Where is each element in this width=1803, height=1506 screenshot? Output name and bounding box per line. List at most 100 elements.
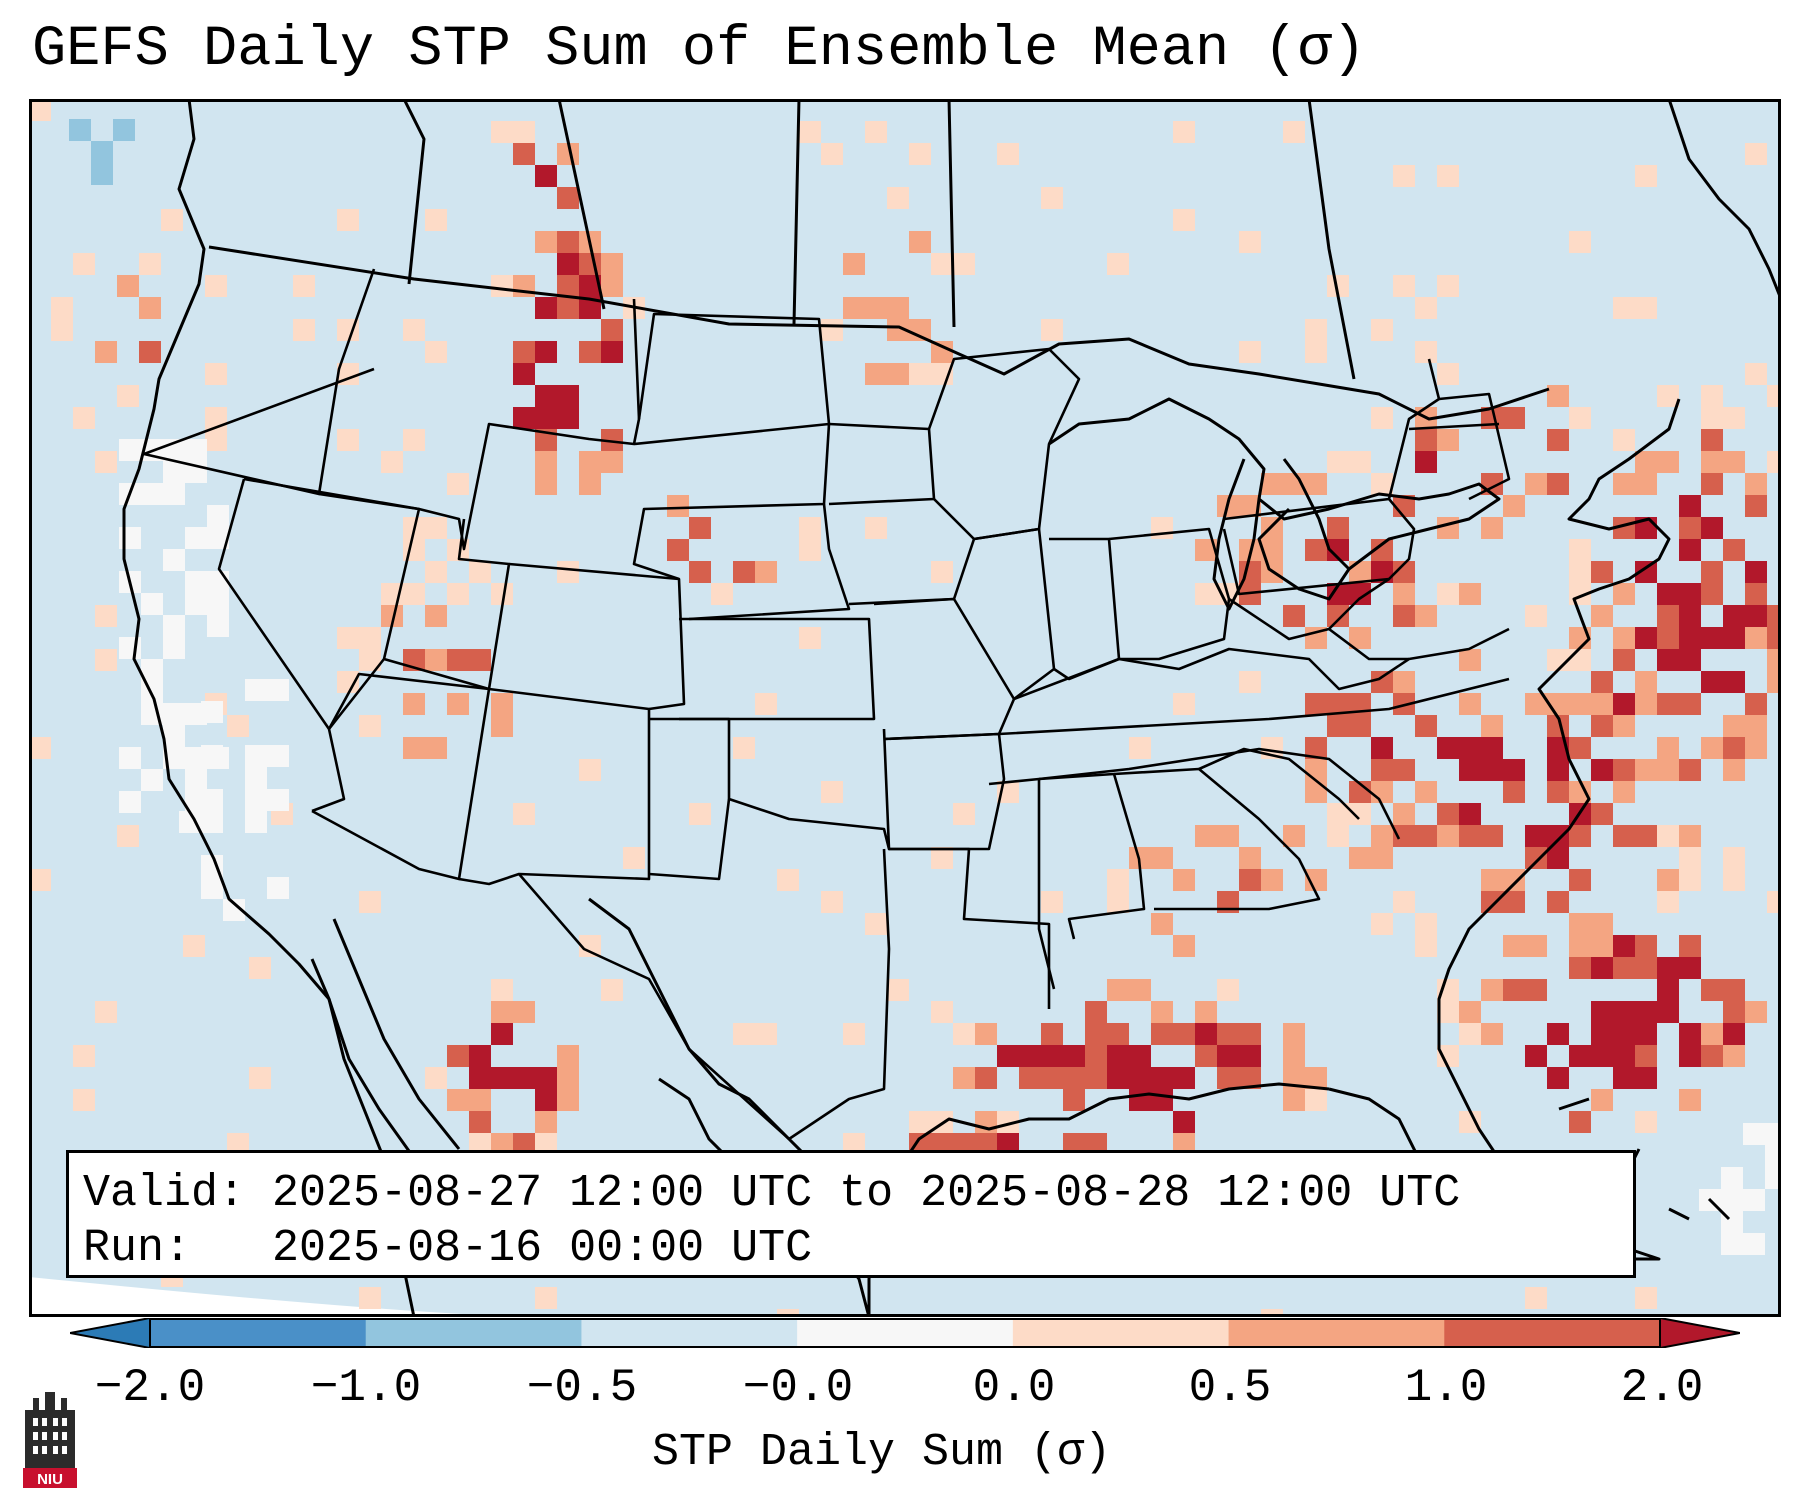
- anomaly-cell: [1503, 979, 1525, 1001]
- anomaly-cell: [579, 473, 601, 495]
- anomaly-cell: [1591, 1089, 1613, 1111]
- anomaly-cell: [1173, 1067, 1195, 1089]
- anomaly-cell: [1393, 165, 1415, 187]
- map-title: GEFS Daily STP Sum of Ensemble Mean (σ): [32, 18, 1367, 82]
- anomaly-cell: [1459, 803, 1481, 825]
- anomaly-cell: [1679, 957, 1701, 979]
- anomaly-cell: [469, 649, 491, 671]
- colorbar-extend-high: [1659, 1318, 1740, 1348]
- anomaly-cell: [975, 1023, 997, 1045]
- anomaly-cell: [359, 649, 381, 671]
- anomaly-cell: [1635, 935, 1657, 957]
- anomaly-cell: [1679, 1089, 1701, 1111]
- anomaly-cell: [1305, 319, 1327, 341]
- anomaly-cell: [1701, 1023, 1723, 1045]
- anomaly-cell: [1327, 803, 1349, 825]
- anomaly-cell: [1613, 759, 1635, 781]
- anomaly-cell: [909, 231, 931, 253]
- anomaly-cell: [1721, 1233, 1743, 1255]
- anomaly-cell: [1635, 1067, 1657, 1089]
- anomaly-cell: [425, 649, 447, 671]
- anomaly-cell: [447, 693, 469, 715]
- anomaly-cell: [1393, 803, 1415, 825]
- anomaly-cell: [1327, 275, 1349, 297]
- anomaly-cell: [1767, 385, 1781, 407]
- anomaly-cell: [1679, 935, 1701, 957]
- anomaly-cell: [1459, 759, 1481, 781]
- anomaly-cell: [887, 979, 909, 1001]
- anomaly-cell: [1085, 1001, 1107, 1023]
- anomaly-cell: [205, 429, 227, 451]
- anomaly-cell: [1503, 495, 1525, 517]
- niu-logo: NIU: [23, 1392, 77, 1488]
- anomaly-cell: [1569, 869, 1591, 891]
- anomaly-cell: [117, 825, 139, 847]
- anomaly-cell: [1745, 693, 1767, 715]
- anomaly-cell: [1765, 1167, 1781, 1189]
- anomaly-cell: [1635, 627, 1657, 649]
- anomaly-cell: [1327, 517, 1349, 539]
- anomaly-cell: [843, 297, 865, 319]
- anomaly-cell: [1151, 1067, 1173, 1089]
- anomaly-cell: [1305, 737, 1327, 759]
- anomaly-cell: [1635, 957, 1657, 979]
- anomaly-cell: [1305, 693, 1327, 715]
- anomaly-cell: [843, 1133, 865, 1155]
- anomaly-cell: [1701, 517, 1723, 539]
- anomaly-cell: [1547, 825, 1569, 847]
- anomaly-cell: [1591, 671, 1613, 693]
- anomaly-cell: [1437, 803, 1459, 825]
- anomaly-cell: [1327, 583, 1349, 605]
- anomaly-cell: [1569, 1045, 1591, 1067]
- anomaly-cell: [1613, 473, 1635, 495]
- anomaly-cell: [1173, 935, 1195, 957]
- anomaly-cell: [1041, 1023, 1063, 1045]
- anomaly-cell: [1481, 1023, 1503, 1045]
- anomaly-cell: [1393, 605, 1415, 627]
- anomaly-cell: [1745, 605, 1767, 627]
- anomaly-cell: [1129, 1067, 1151, 1089]
- anomaly-cell: [1481, 737, 1503, 759]
- anomaly-cell: [1107, 1067, 1129, 1089]
- anomaly-cell: [403, 429, 425, 451]
- colorbar-tick-label: 0.5: [1188, 1362, 1272, 1414]
- anomaly-cell: [535, 341, 557, 363]
- anomaly-cell: [1173, 209, 1195, 231]
- anomaly-cell: [1239, 869, 1261, 891]
- anomaly-cell: [1547, 759, 1569, 781]
- anomaly-cell: [513, 1001, 535, 1023]
- anomaly-cell: [403, 539, 425, 561]
- anomaly-cell: [1305, 869, 1327, 891]
- anomaly-cell: [1745, 363, 1767, 385]
- anomaly-cell: [1657, 979, 1679, 1001]
- anomaly-cell: [975, 1067, 997, 1089]
- anomaly-cell: [1305, 1089, 1327, 1111]
- anomaly-cell: [1745, 495, 1767, 517]
- anomaly-cell: [1393, 891, 1415, 913]
- anomaly-cell: [557, 385, 579, 407]
- anomaly-cell: [909, 1111, 931, 1133]
- anomaly-cell: [821, 143, 843, 165]
- anomaly-cell: [1239, 1045, 1261, 1067]
- anomaly-cell: [1195, 539, 1217, 561]
- anomaly-cell: [755, 1023, 777, 1045]
- anomaly-cell: [1239, 341, 1261, 363]
- anomaly-cell: [557, 1067, 579, 1089]
- anomaly-cell: [1591, 759, 1613, 781]
- anomaly-cell: [1657, 1001, 1679, 1023]
- anomaly-cell: [1635, 473, 1657, 495]
- anomaly-cell: [491, 275, 513, 297]
- anomaly-cell: [1459, 737, 1481, 759]
- anomaly-cell: [1679, 1023, 1701, 1045]
- anomaly-cell: [1547, 781, 1569, 803]
- anomaly-cell: [1503, 759, 1525, 781]
- anomaly-cell: [163, 637, 185, 659]
- anomaly-cell: [1239, 1067, 1261, 1089]
- anomaly-cell: [799, 517, 821, 539]
- anomaly-cell: [447, 473, 469, 495]
- colorbar-segment: [150, 1319, 367, 1347]
- anomaly-cell: [1525, 935, 1547, 957]
- anomaly-cell: [1635, 451, 1657, 473]
- anomaly-cell: [1349, 781, 1371, 803]
- anomaly-cell: [185, 571, 207, 593]
